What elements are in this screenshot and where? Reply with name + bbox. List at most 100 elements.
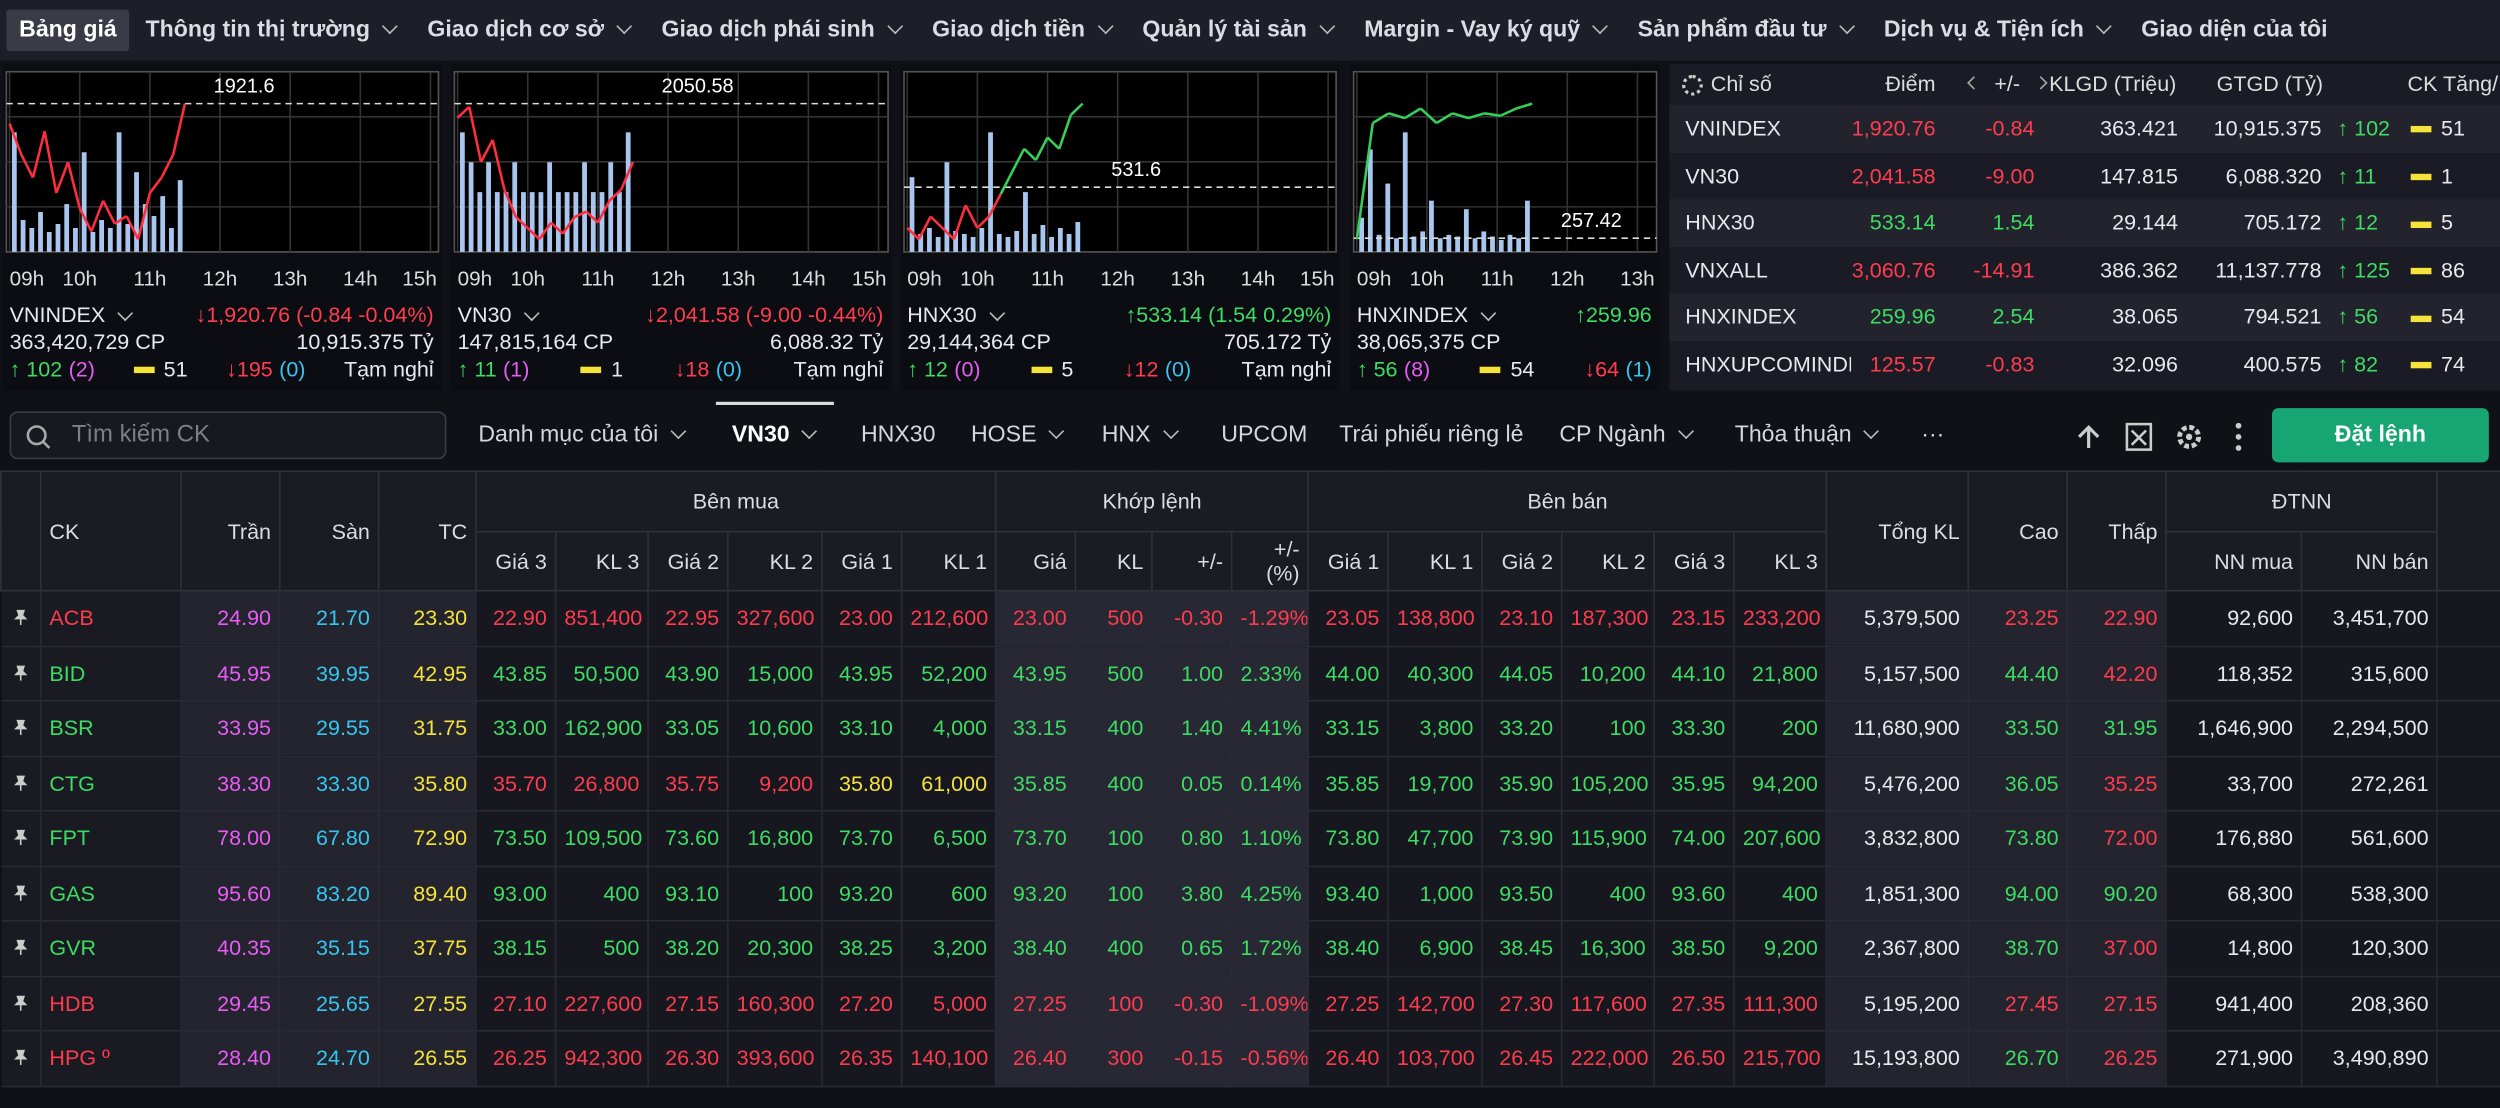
symbol[interactable]: HPG º <box>40 1030 182 1087</box>
nav-item[interactable]: Dịch vụ & Tiện ích <box>1871 10 2125 51</box>
cell: -0.30 <box>1152 975 1233 1032</box>
tab[interactable]: ··· <box>1921 411 1944 459</box>
nav-item[interactable]: Sản phẩm đầu tư <box>1625 10 1868 51</box>
session-status: Tạm nghỉ <box>343 357 434 382</box>
cell: 3,800 <box>1388 700 1483 757</box>
pin[interactable] <box>0 810 42 867</box>
nav-item[interactable]: Giao diện của tôi <box>2128 10 2340 51</box>
symbol[interactable]: BSR <box>40 700 182 757</box>
tab[interactable]: CP Ngành <box>1559 411 1694 459</box>
symbol[interactable]: BID <box>40 645 182 702</box>
index-row: VN30 2,041.58 -9.00 147.815 6,088.320 ↑ 11 1 <box>1669 152 2500 200</box>
chevron <box>1480 305 1496 322</box>
cell: 23.25 <box>1968 590 2069 647</box>
index-change: ↑533.14 (1.54 0.29%) <box>1125 302 1332 327</box>
tab[interactable]: HNX30 <box>861 411 936 459</box>
nav-item[interactable]: Giao dịch phái sinh <box>649 10 916 51</box>
pin[interactable] <box>0 1030 42 1087</box>
sub-header: KL 3 <box>1733 530 1828 592</box>
nav-item[interactable]: Giao dịch cơ sở <box>415 10 646 51</box>
cell: 22.95 <box>648 590 729 647</box>
symbol[interactable]: ACB <box>40 590 182 647</box>
nav-item[interactable]: Giao dịch tiền <box>919 10 1126 51</box>
symbol[interactable]: HDB <box>40 975 182 1032</box>
column-header: TC <box>377 470 477 592</box>
volume-bar <box>134 172 139 252</box>
pin-icon <box>13 610 28 626</box>
cell: 47,700 <box>1388 810 1483 867</box>
order-button[interactable]: Đặt lệnh <box>2272 408 2489 463</box>
sub-header: Giá 2 <box>647 530 729 592</box>
search-box[interactable]: Tìm kiếm CK <box>9 411 447 460</box>
more-icon[interactable] <box>2235 422 2242 429</box>
cell: 109,500 <box>555 810 649 867</box>
cell: 400 <box>1075 755 1153 812</box>
pin[interactable] <box>0 920 42 977</box>
nav-item[interactable]: Margin - Vay ký quỹ <box>1352 10 1622 51</box>
tab[interactable]: VN30 <box>715 401 835 459</box>
cell: 15,000 <box>727 645 823 702</box>
index-cell: VNXALL <box>1685 257 1768 282</box>
unchanged: 51 <box>133 357 188 381</box>
volume-bar <box>1005 236 1011 252</box>
cell: 90.20 <box>2067 865 2168 922</box>
cell: 26.50 <box>1654 1030 1735 1087</box>
sub-header: Giá <box>995 530 1077 592</box>
cell: 31.75 <box>378 700 477 757</box>
price-line <box>66 161 81 209</box>
volume-bar <box>1040 225 1046 252</box>
symbol[interactable]: CTG <box>40 755 182 812</box>
cell: 5,157,500 <box>1826 645 1970 702</box>
tab[interactable]: Trái phiếu riêng lẻ <box>1339 411 1523 459</box>
price-line <box>550 221 564 235</box>
index-name: VN30 <box>457 302 512 327</box>
pin[interactable] <box>0 975 42 1032</box>
tab[interactable]: Danh mục của tôi <box>478 411 687 459</box>
nav-item[interactable]: Bảng giá <box>6 9 130 52</box>
pin[interactable] <box>0 700 42 757</box>
index-cell: 363.421 <box>2100 116 2178 141</box>
mini-chart: 09h 10h 11h 12h 13h 14h 15h 1921.6 <box>5 70 440 290</box>
column-header: Cao <box>1967 470 2069 592</box>
nav-item[interactable]: Quản lý tài sản <box>1130 10 1349 51</box>
column-header: Khớp lệnh <box>995 470 1310 533</box>
cell: 561,600 <box>2301 810 2439 867</box>
tab[interactable]: HNX <box>1102 411 1180 459</box>
flat-cell: 1 <box>2410 152 2453 199</box>
symbol[interactable]: GVR <box>40 920 182 977</box>
upload-icon[interactable] <box>2077 425 2100 449</box>
price-line <box>503 189 518 218</box>
tab[interactable]: UPCOM <box>1221 411 1307 459</box>
index-cell: ↑ 125 <box>2337 257 2391 282</box>
gear-icon[interactable] <box>1682 74 1703 96</box>
index-cell: ↑ 12 <box>2337 210 2379 235</box>
nav-label: Giao diện của tôi <box>2141 17 2328 44</box>
tab[interactable]: Thỏa thuận <box>1735 411 1881 459</box>
volume-bar <box>1490 236 1495 252</box>
price-line <box>964 204 979 229</box>
cell: 5,195,200 <box>1826 975 1970 1032</box>
symbol[interactable]: FPT <box>40 810 182 867</box>
tab[interactable]: HOSE <box>971 411 1065 459</box>
price-line <box>1484 112 1501 117</box>
cell: 2,367,800 <box>1826 920 1970 977</box>
prev-arrow[interactable] <box>1967 76 1981 90</box>
index-cell: 533.14 <box>1869 210 1936 235</box>
next-arrow[interactable] <box>2034 76 2048 90</box>
index-col-header: KLGD (Triệu) <box>2049 71 2177 96</box>
pin[interactable] <box>0 645 42 702</box>
price-line <box>585 210 599 224</box>
excel-icon[interactable] <box>2125 422 2153 451</box>
cell: 120,300 <box>2301 920 2439 977</box>
cell: 600 <box>901 865 997 922</box>
settings-icon[interactable] <box>2177 424 2202 449</box>
index-name: HNX30 <box>907 302 977 327</box>
pin[interactable] <box>0 755 42 812</box>
pin[interactable] <box>0 865 42 922</box>
symbol[interactable]: GAS <box>40 865 182 922</box>
up-count: ↑ 102 <box>9 357 63 382</box>
pin[interactable] <box>0 590 42 647</box>
nav-item[interactable]: Thông tin thị trường <box>133 10 412 51</box>
cell: 44.05 <box>1482 645 1563 702</box>
down-count: ↓18 <box>674 357 710 382</box>
